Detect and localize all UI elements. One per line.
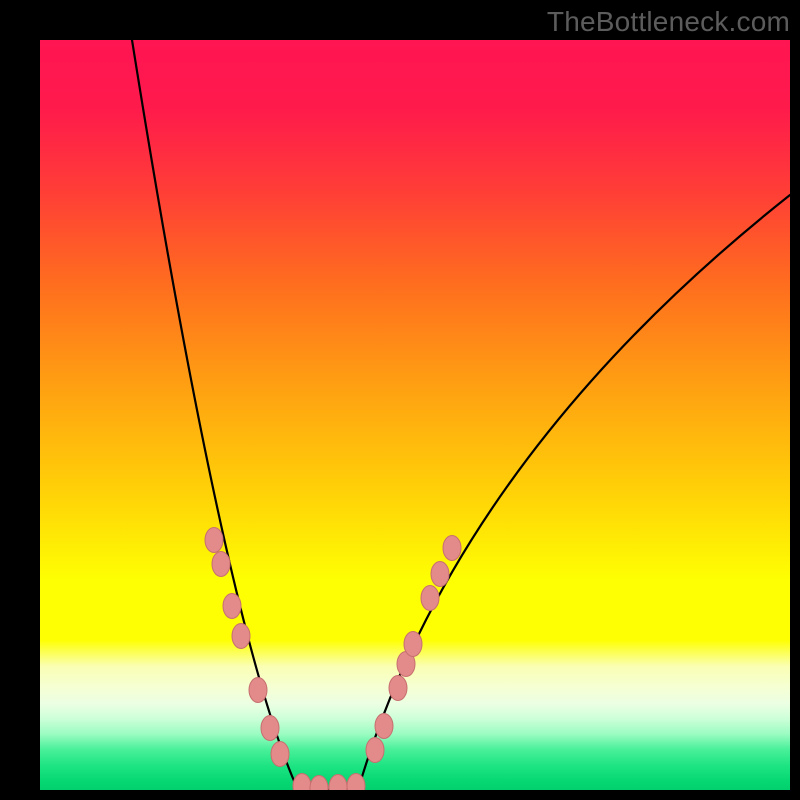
data-marker [205,528,223,553]
data-marker [404,632,422,657]
data-marker [232,624,250,649]
data-marker [366,738,384,763]
data-marker [443,536,461,561]
data-marker [421,586,439,611]
data-marker [389,676,407,701]
data-marker [310,776,328,800]
gradient-background [40,40,790,790]
data-marker [261,716,279,741]
data-marker [212,552,230,577]
plot-svg [0,0,800,800]
data-marker [431,562,449,587]
data-marker [375,714,393,739]
data-marker [347,774,365,799]
data-marker [329,775,347,800]
watermark-text: TheBottleneck.com [547,6,790,38]
data-marker [249,678,267,703]
data-marker [293,774,311,799]
figure-root: TheBottleneck.com [0,0,800,800]
data-marker [271,742,289,767]
data-marker [223,594,241,619]
